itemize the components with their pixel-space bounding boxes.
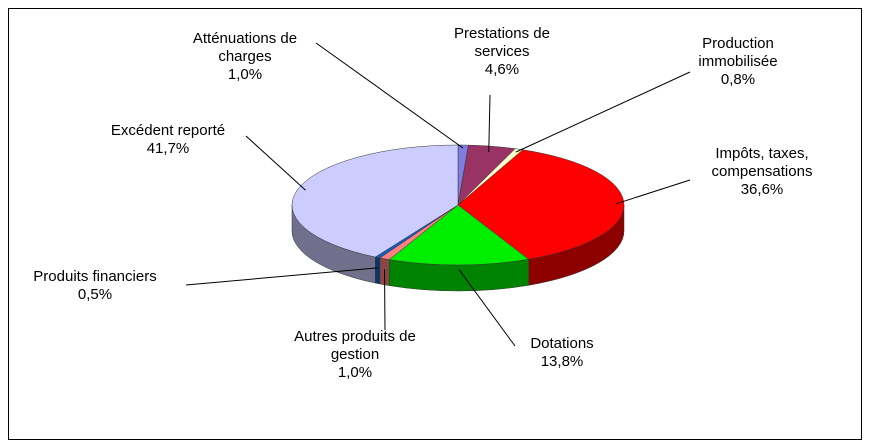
value-label: 1,0%	[337, 364, 373, 381]
slice-side	[375, 256, 381, 285]
value-label: 4,6%	[484, 61, 520, 78]
leader-line	[488, 94, 491, 153]
leader-line	[615, 179, 691, 205]
category-name: Dotations	[530, 335, 594, 352]
slice-label: Production immobilisée 0,8%	[678, 35, 798, 89]
slice-label: Impôts, taxes, compensations 36,6%	[687, 145, 837, 199]
leader-line	[245, 135, 306, 191]
category-name: Atténuations de charges	[192, 30, 298, 65]
slice-label: Excédent reporté 41,7%	[68, 122, 268, 158]
category-name: Production immobilisée	[698, 35, 778, 70]
leader-line	[185, 267, 378, 286]
value-label: 36,6%	[740, 181, 784, 198]
value-label: 1,0%	[227, 66, 263, 83]
slice-label: Dotations 13,8%	[502, 335, 622, 371]
category-name: Prestations de services	[454, 25, 550, 60]
leader-line	[315, 42, 464, 149]
slice-label: Atténuations de charges 1,0%	[170, 30, 320, 84]
slice-label: Prestations de services 4,6%	[432, 25, 572, 79]
slice-label: Produits financiers 0,5%	[0, 268, 195, 304]
value-label: 0,8%	[720, 71, 756, 88]
slice	[457, 149, 625, 260]
slice-label: Autres produits de gestion 1,0%	[275, 328, 435, 382]
category-name: Autres produits de gestion	[294, 328, 416, 363]
slice	[388, 204, 530, 266]
category-name: Produits financiers	[33, 268, 157, 285]
slice	[291, 144, 459, 258]
category-name: Excédent reporté	[110, 122, 226, 139]
leader-line	[458, 269, 516, 347]
category-name: Impôts, taxes, compensations	[711, 145, 813, 180]
value-label: 0,5%	[77, 286, 113, 303]
value-label: 41,7%	[146, 140, 190, 157]
leader-line	[515, 71, 691, 153]
value-label: 13,8%	[540, 353, 584, 370]
chart-frame	[8, 8, 862, 440]
